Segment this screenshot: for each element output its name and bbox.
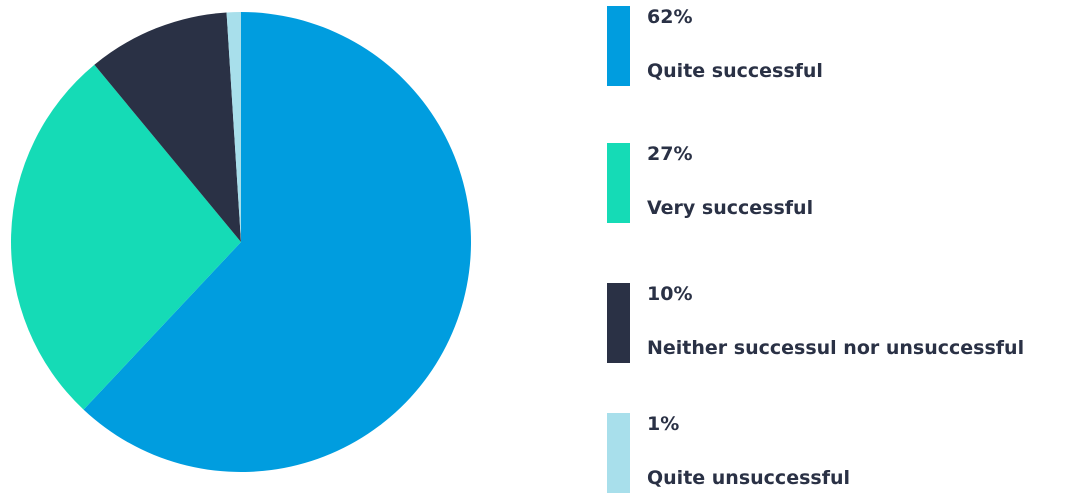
legend-percent-quite-successful: 62% [647, 6, 693, 28]
pie-chart-svg [10, 12, 471, 472]
legend-item-neither: 10% Neither successul nor unsuccessful [607, 283, 1077, 363]
pie-slice-very-successful [10, 64, 242, 410]
legend-item-quite-unsuccessful: 1% Quite unsuccessful [607, 413, 1077, 493]
pie-slice-quite-successful [83, 12, 471, 472]
legend-label-neither: Neither successul nor unsuccessful [647, 337, 1025, 359]
legend-swatch-neither [607, 283, 630, 363]
legend-percent-quite-unsuccessful: 1% [647, 413, 680, 435]
legend-swatch-quite-unsuccessful [607, 413, 630, 493]
legend-label-quite-unsuccessful: Quite unsuccessful [647, 467, 850, 489]
legend-percent-neither: 10% [647, 283, 693, 305]
legend-swatch-very-successful [607, 143, 630, 223]
legend-percent-very-successful: 27% [647, 143, 693, 165]
pie-slice-quite-unsuccessful [226, 12, 241, 242]
legend-label-very-successful: Very successful [647, 197, 814, 219]
legend-item-very-successful: 27% Very successful [607, 143, 1077, 223]
legend-label-quite-successful: Quite successful [647, 60, 823, 82]
pie-slice-neither [94, 12, 241, 242]
legend-swatch-quite-successful [607, 6, 630, 86]
legend-item-quite-successful: 62% Quite successful [607, 6, 1077, 86]
